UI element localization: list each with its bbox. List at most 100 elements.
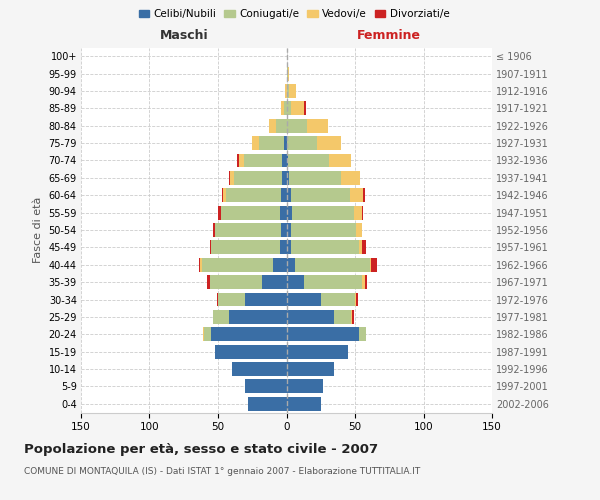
Bar	[239, 154, 244, 168]
Bar	[290, 240, 359, 254]
Bar	[280, 206, 287, 220]
Bar	[287, 240, 290, 254]
Bar	[203, 328, 204, 341]
Bar	[202, 258, 273, 272]
Bar	[284, 102, 287, 116]
Bar	[287, 344, 348, 358]
Bar	[235, 171, 283, 185]
Bar	[244, 154, 283, 168]
Bar	[304, 275, 362, 289]
Bar	[289, 84, 296, 98]
Bar	[287, 380, 323, 394]
Text: COMUNE DI MONTAQUILA (IS) - Dati ISTAT 1° gennaio 2007 - Elaborazione TUTTITALIA: COMUNE DI MONTAQUILA (IS) - Dati ISTAT 1…	[24, 468, 420, 476]
Bar	[288, 154, 329, 168]
Bar	[245, 380, 287, 394]
Bar	[281, 223, 287, 237]
Bar	[280, 240, 287, 254]
Bar	[352, 310, 353, 324]
Bar	[353, 206, 362, 220]
Bar	[287, 84, 289, 98]
Bar	[287, 258, 295, 272]
Bar	[289, 171, 341, 185]
Bar	[290, 188, 350, 202]
Bar	[356, 223, 362, 237]
Bar	[295, 258, 370, 272]
Bar	[359, 328, 366, 341]
Bar	[307, 119, 328, 132]
Bar	[287, 275, 304, 289]
Bar	[355, 292, 356, 306]
Bar	[212, 310, 229, 324]
Bar	[215, 344, 287, 358]
Bar	[356, 292, 358, 306]
Bar	[221, 206, 280, 220]
Bar	[283, 171, 287, 185]
Bar	[211, 328, 287, 341]
Bar	[287, 328, 359, 341]
Bar	[223, 188, 226, 202]
Bar	[218, 206, 221, 220]
Bar	[284, 136, 287, 150]
Bar	[287, 188, 290, 202]
Bar	[207, 275, 210, 289]
Bar	[252, 136, 259, 150]
Bar	[232, 362, 287, 376]
Bar	[205, 328, 211, 341]
Bar	[287, 171, 289, 185]
Bar	[281, 102, 284, 116]
Bar	[218, 292, 245, 306]
Bar	[304, 102, 305, 116]
Bar	[365, 275, 367, 289]
Bar	[210, 240, 211, 254]
Bar	[275, 119, 287, 132]
Bar	[363, 188, 365, 202]
Bar	[287, 136, 317, 150]
Bar	[229, 171, 230, 185]
Bar	[288, 66, 289, 80]
Bar	[281, 188, 287, 202]
Bar	[226, 188, 281, 202]
Bar	[287, 310, 334, 324]
Bar	[210, 275, 262, 289]
Bar	[350, 188, 363, 202]
Bar	[287, 206, 292, 220]
Bar	[215, 223, 281, 237]
Bar	[351, 310, 352, 324]
Bar	[341, 171, 361, 185]
Bar	[292, 206, 353, 220]
Bar	[273, 258, 287, 272]
Y-axis label: Fasce di età: Fasce di età	[33, 197, 43, 263]
Bar	[334, 310, 351, 324]
Bar	[362, 206, 363, 220]
Bar	[362, 275, 365, 289]
Bar	[287, 223, 290, 237]
Text: Femmine: Femmine	[357, 30, 421, 43]
Bar	[259, 136, 284, 150]
Bar	[217, 292, 218, 306]
Bar	[287, 102, 290, 116]
Bar	[359, 240, 362, 254]
Bar	[245, 292, 287, 306]
Bar	[287, 397, 321, 411]
Bar	[287, 362, 334, 376]
Bar	[212, 223, 215, 237]
Bar	[222, 188, 223, 202]
Bar	[329, 154, 351, 168]
Bar	[321, 292, 355, 306]
Bar	[230, 171, 235, 185]
Bar	[290, 223, 356, 237]
Bar	[362, 240, 366, 254]
Bar	[237, 154, 239, 168]
Legend: Celibi/Nubili, Coniugati/e, Vedovi/e, Divorziati/e: Celibi/Nubili, Coniugati/e, Vedovi/e, Di…	[134, 5, 454, 24]
Bar	[285, 84, 287, 98]
Bar	[317, 136, 341, 150]
Bar	[200, 258, 202, 272]
Text: Maschi: Maschi	[160, 30, 208, 43]
Bar	[287, 66, 288, 80]
Bar	[262, 275, 287, 289]
Bar	[248, 397, 287, 411]
Bar	[269, 119, 275, 132]
Bar	[287, 154, 288, 168]
Bar	[199, 258, 200, 272]
Bar	[211, 240, 280, 254]
